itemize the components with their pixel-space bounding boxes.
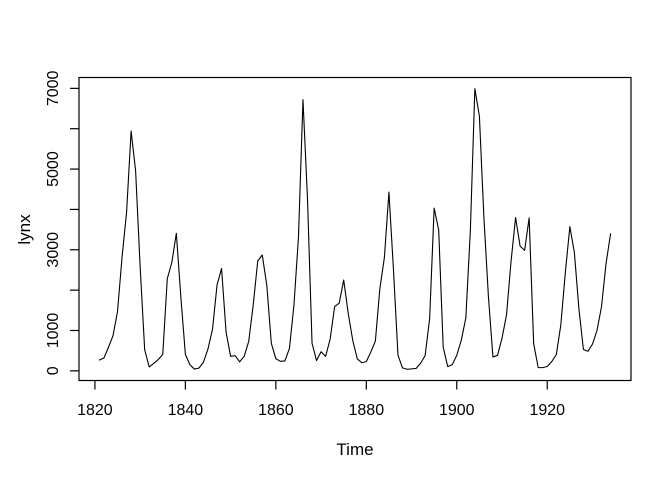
y-axis-title: lynx — [15, 214, 34, 245]
y-tick-label: 7000 — [45, 70, 62, 106]
x-tick-label: 1860 — [258, 402, 294, 419]
y-axis: 0 1000 3000 5000 7000 — [45, 70, 79, 375]
y-tick-label: 0 — [45, 366, 62, 375]
y-tick-label: 3000 — [45, 232, 62, 268]
x-axis-title: Time — [336, 440, 373, 459]
x-tick-label: 1900 — [439, 402, 475, 419]
series-line — [98, 88, 612, 370]
x-tick-label: 1880 — [349, 402, 385, 419]
x-tick-label: 1840 — [168, 402, 204, 419]
x-axis: 1820 1840 1860 1880 1900 1920 — [77, 380, 565, 419]
y-tick-label: 5000 — [45, 151, 62, 187]
x-tick-label: 1920 — [529, 402, 565, 419]
y-tick-label: 1000 — [45, 313, 62, 349]
plot-box — [78, 76, 632, 382]
x-tick-label: 1820 — [77, 402, 113, 419]
